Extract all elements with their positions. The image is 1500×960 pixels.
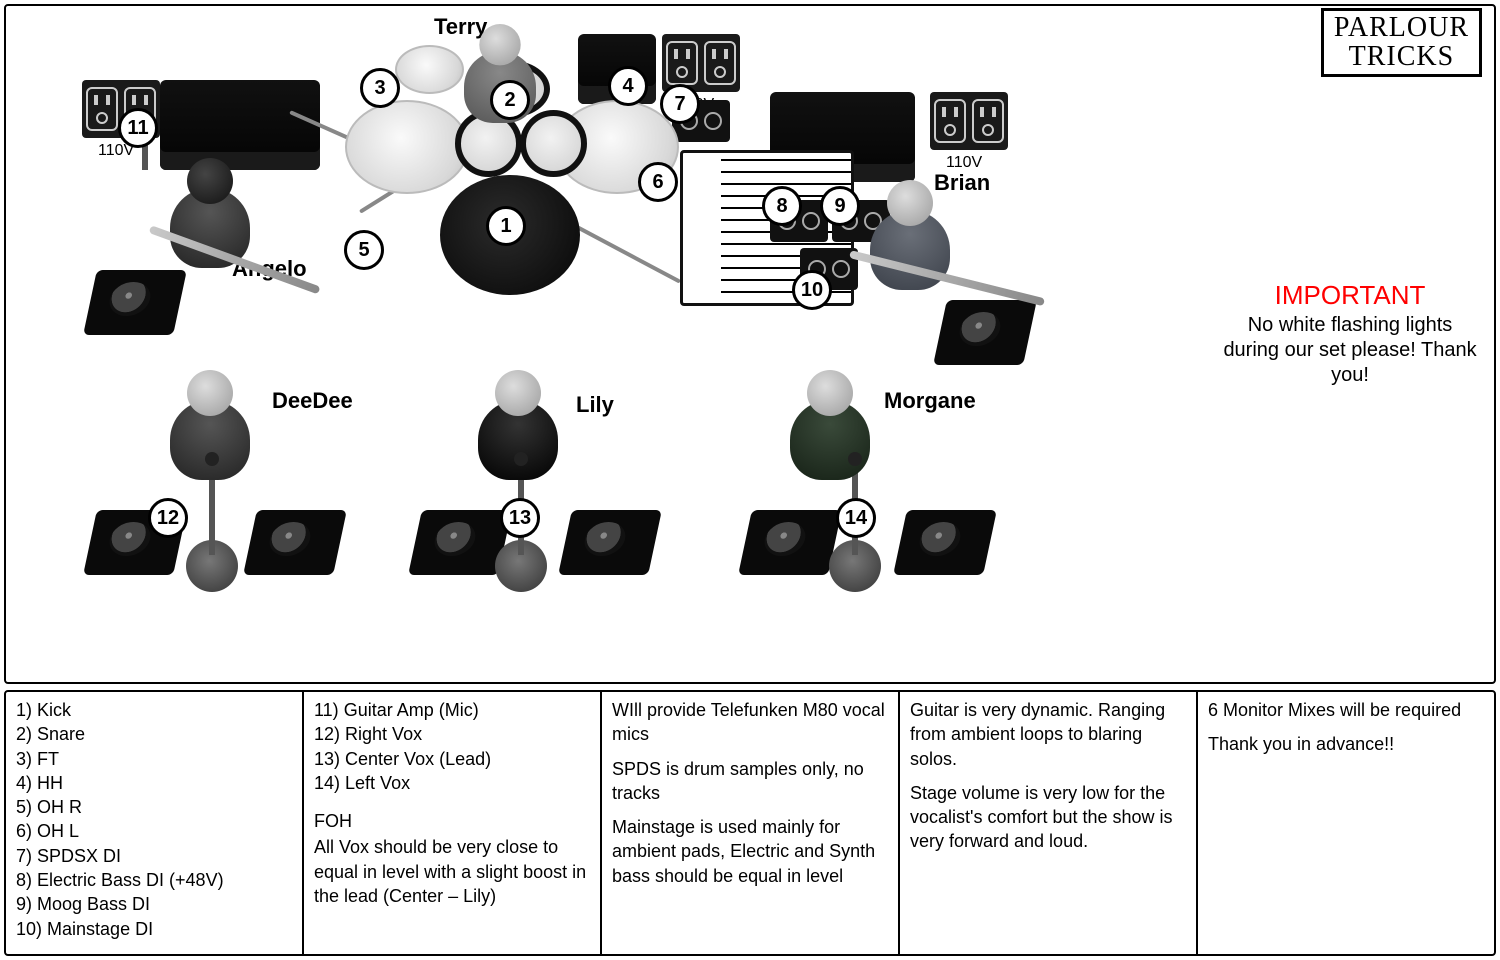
foh-note: All Vox should be very close to equal in… xyxy=(314,835,590,908)
input-marker-7: 7 xyxy=(660,84,700,124)
mic xyxy=(514,452,528,466)
notes-panel: 1) Kick 2) Snare 3) FT 4) HH 5) OH R 6) … xyxy=(4,690,1496,956)
important-note: IMPORTANT No white flashing lights durin… xyxy=(1220,280,1480,388)
input-5: 5) OH R xyxy=(16,795,292,819)
input-marker-13: 13 xyxy=(500,498,540,538)
input-11: 11) Guitar Amp (Mic) xyxy=(314,698,590,722)
input-1: 1) Kick xyxy=(16,698,292,722)
floor-monitor xyxy=(565,510,655,575)
vocalist-figure xyxy=(170,370,250,490)
input-4: 4) HH xyxy=(16,771,292,795)
mic xyxy=(205,452,219,466)
foh-heading: FOH xyxy=(314,809,590,833)
floor-monitor xyxy=(940,300,1030,365)
hi-hat xyxy=(395,45,464,94)
input-marker-12: 12 xyxy=(148,498,188,538)
notes-col-3: WIll provide Telefunken M80 vocal mics S… xyxy=(602,692,900,954)
note-guitar: Guitar is very dynamic. Ranging from amb… xyxy=(910,698,1186,771)
guitar-amp xyxy=(160,80,320,170)
stage-plot: PARLOUR TRICKS IMPORTANT No white flashi… xyxy=(0,0,1500,960)
input-marker-3: 3 xyxy=(360,68,400,108)
cymbal xyxy=(345,100,469,194)
input-8: 8) Electric Bass DI (+48V) xyxy=(16,868,292,892)
performer-name-lily: Lily xyxy=(576,392,614,418)
floor-monitor xyxy=(90,270,180,335)
input-13: 13) Center Vox (Lead) xyxy=(314,747,590,771)
input-10: 10) Mainstage DI xyxy=(16,917,292,941)
input-6: 6) OH L xyxy=(16,819,292,843)
input-marker-9: 9 xyxy=(820,186,860,226)
input-14: 14) Left Vox xyxy=(314,771,590,795)
note-mics: WIll provide Telefunken M80 vocal mics xyxy=(612,698,888,747)
input-list-col-a: 1) Kick 2) Snare 3) FT 4) HH 5) OH R 6) … xyxy=(6,692,304,954)
floor-monitor xyxy=(900,510,990,575)
note-monitors: 6 Monitor Mixes will be required xyxy=(1208,698,1484,722)
input-marker-11: 11 xyxy=(118,108,158,148)
vocalist-figure xyxy=(790,370,870,490)
important-body: No white flashing lights during our set … xyxy=(1220,313,1480,388)
bassist-figure xyxy=(870,180,950,300)
performer-name-morgane: Morgane xyxy=(884,388,976,414)
note-thanks: Thank you in advance!! xyxy=(1208,732,1484,756)
vocalist-figure xyxy=(478,370,558,490)
input-marker-8: 8 xyxy=(762,186,802,226)
band-logo: PARLOUR TRICKS xyxy=(1321,8,1482,77)
input-9: 9) Moog Bass DI xyxy=(16,892,292,916)
input-marker-5: 5 xyxy=(344,230,384,270)
input-marker-14: 14 xyxy=(836,498,876,538)
input-marker-1: 1 xyxy=(486,206,526,246)
input-marker-4: 4 xyxy=(608,66,648,106)
input-marker-2: 2 xyxy=(490,80,530,120)
performer-name-deedee: DeeDee xyxy=(272,388,353,414)
logo-line1: PARLOUR xyxy=(1334,13,1469,42)
notes-col-4: Guitar is very dynamic. Ranging from amb… xyxy=(900,692,1198,954)
input-2: 2) Snare xyxy=(16,722,292,746)
input-marker-10: 10 xyxy=(792,270,832,310)
note-mainstage: Mainstage is used mainly for ambient pad… xyxy=(612,815,888,888)
power-outlet xyxy=(930,92,1008,150)
floor-monitor xyxy=(745,510,835,575)
mic xyxy=(848,452,862,466)
important-heading: IMPORTANT xyxy=(1220,280,1480,311)
floor-monitor xyxy=(250,510,340,575)
logo-line2: TRICKS xyxy=(1334,42,1469,71)
note-volume: Stage volume is very low for the vocalis… xyxy=(910,781,1186,854)
input-12: 12) Right Vox xyxy=(314,722,590,746)
input-list-col-b: 11) Guitar Amp (Mic) 12) Right Vox 13) C… xyxy=(304,692,602,954)
note-spds: SPDS is drum samples only, no tracks xyxy=(612,757,888,806)
notes-col-5: 6 Monitor Mixes will be required Thank y… xyxy=(1198,692,1494,954)
input-3: 3) FT xyxy=(16,747,292,771)
input-7: 7) SPDSX DI xyxy=(16,844,292,868)
floor-monitor xyxy=(415,510,505,575)
power-outlet xyxy=(662,34,740,92)
input-marker-6: 6 xyxy=(638,162,678,202)
